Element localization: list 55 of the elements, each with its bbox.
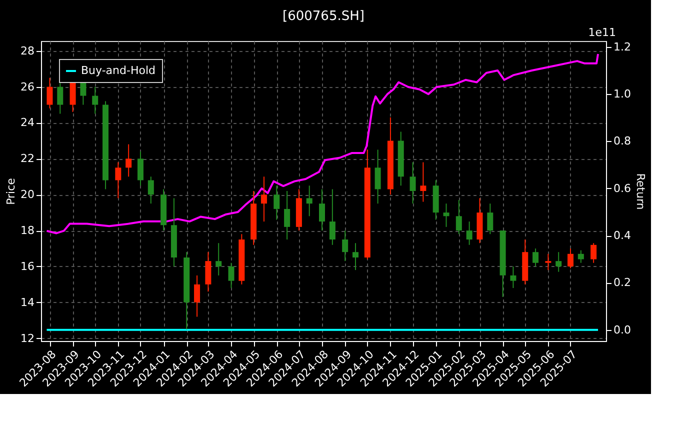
candlestick — [510, 266, 516, 289]
candlestick — [578, 250, 584, 264]
candlestick — [329, 188, 336, 246]
y-tick-label: 14 — [20, 296, 34, 309]
candlestick — [352, 242, 358, 271]
text: 1e11 — [588, 26, 616, 39]
y-tick-label: 24 — [20, 116, 34, 130]
candlestick — [532, 248, 539, 267]
line-series — [46, 52, 600, 234]
candlestick — [567, 248, 574, 269]
candlestick — [342, 230, 348, 262]
candlestick — [126, 144, 132, 178]
candlestick — [420, 162, 426, 202]
y2-axis-title: Return — [634, 173, 647, 210]
candlestick — [590, 242, 597, 264]
candlestick — [216, 242, 222, 276]
y-tick-label: 26 — [20, 80, 34, 94]
candlestick — [284, 190, 290, 240]
candlestick — [115, 162, 122, 199]
candlestick — [306, 185, 312, 217]
candlestick — [466, 221, 472, 246]
chart-title: [600765.SH] — [282, 9, 364, 24]
y2-tick-label: 0.0 — [614, 323, 631, 336]
candlestick — [274, 185, 280, 220]
candlestick — [556, 252, 562, 272]
candlestick — [137, 150, 144, 186]
candlestick — [205, 252, 212, 292]
candlestick — [92, 86, 98, 114]
candlestick — [228, 262, 234, 289]
y-tick-label: 20 — [20, 188, 34, 202]
y-tick-label: 16 — [20, 260, 34, 273]
candlestick — [319, 188, 326, 232]
y2-tick-label: 0.4 — [614, 229, 631, 242]
y2-tick-label: 1.2 — [614, 40, 631, 54]
y-tick-label: 22 — [20, 152, 34, 166]
candlestick — [46, 77, 53, 109]
candlestick — [545, 253, 552, 271]
candlestick — [260, 176, 267, 222]
y-tick-label: 12 — [20, 332, 34, 345]
y2-tick-label: 0.8 — [614, 134, 631, 148]
y-axis-title: Price — [4, 178, 18, 205]
candlestick — [410, 162, 416, 204]
legend-label: Buy-and-Hold — [81, 64, 156, 77]
candlestick — [374, 149, 381, 204]
y2-tick-label: 1.0 — [614, 88, 631, 101]
candlestick — [194, 274, 200, 318]
y2-tick-label: 0.6 — [614, 182, 631, 195]
candlestick — [148, 176, 154, 204]
candlestick — [456, 199, 462, 235]
candlestick — [487, 203, 494, 235]
y-tick-label: 18 — [20, 224, 34, 238]
y2-tick-label: 0.2 — [614, 276, 631, 290]
candlestick — [443, 203, 450, 228]
candlestick — [57, 82, 64, 114]
y-tick-label: 28 — [20, 44, 34, 58]
